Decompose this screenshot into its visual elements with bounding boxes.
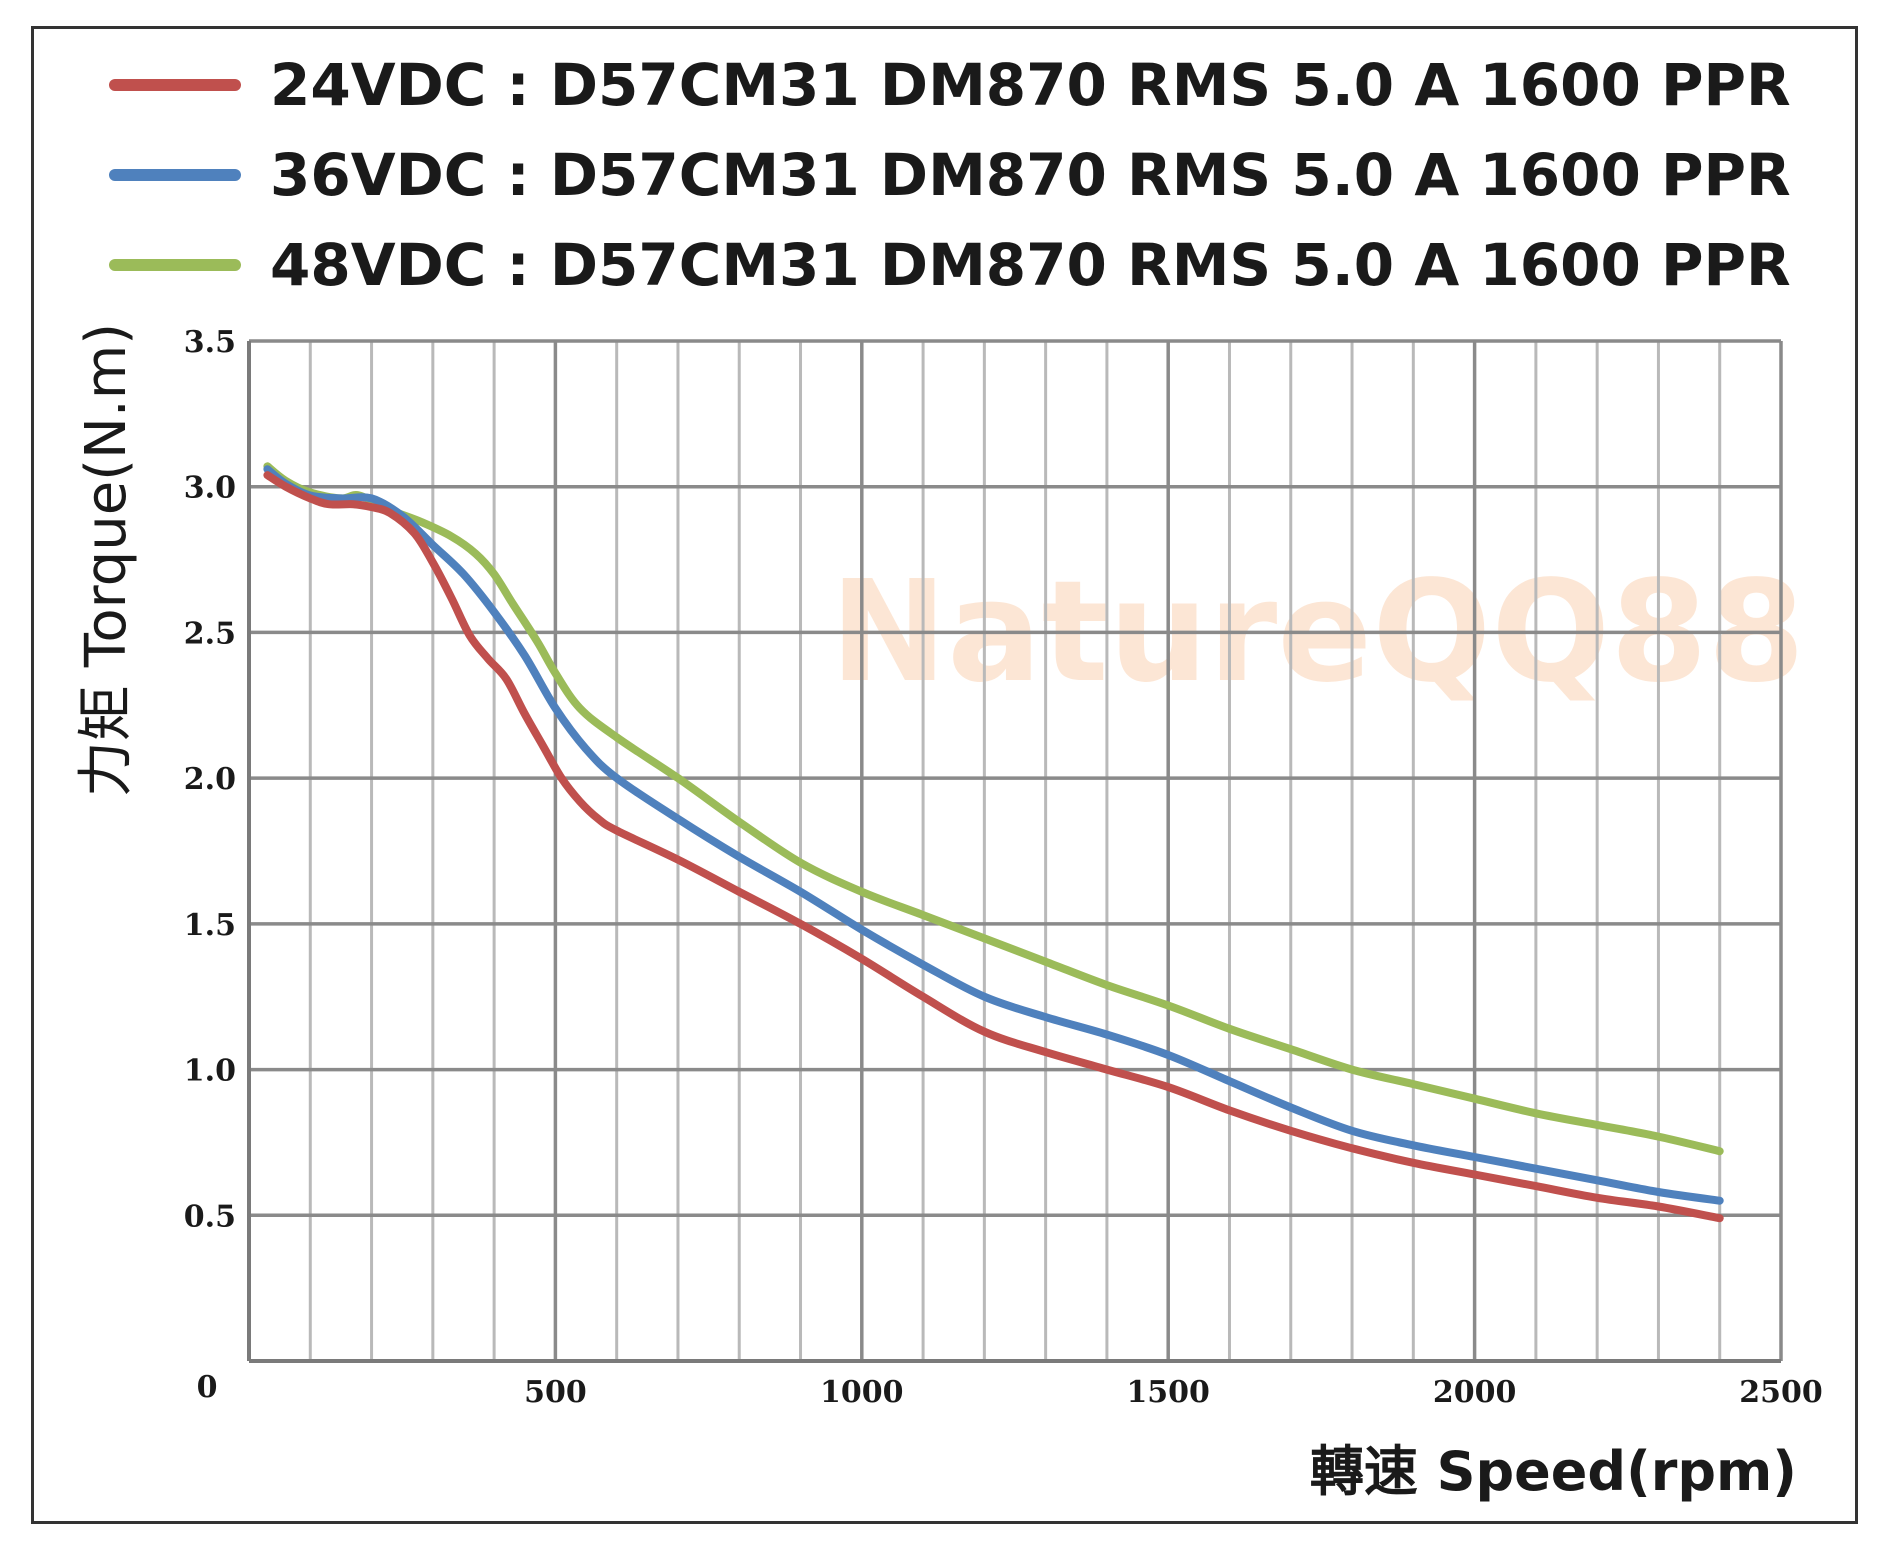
y-tick-label: 3.0 <box>184 471 236 506</box>
y-axis-title: 力矩 Torque(N.m) <box>74 323 139 797</box>
legend-label-1: 36VDC : D57CM31 DM870 RMS 5.0 A 1600 PPR <box>270 141 1791 209</box>
series-line-0 <box>263 471 1724 1223</box>
series-line-1 <box>263 465 1724 1205</box>
y-tick-label: 2.5 <box>184 616 236 651</box>
x-tick-label: 2500 <box>1739 1375 1823 1410</box>
legend: 24VDC : D57CM31 DM870 RMS 5.0 A 1600 PPR… <box>109 51 1791 299</box>
y-tick-label: 1.0 <box>184 1054 236 1089</box>
x-tick-label: 1000 <box>820 1375 904 1410</box>
y-tick-label: 1.5 <box>184 908 236 943</box>
y-tick-label: 2.0 <box>184 762 236 797</box>
legend-label-0: 24VDC : D57CM31 DM870 RMS 5.0 A 1600 PPR <box>270 51 1791 119</box>
grid-major <box>247 339 1783 1363</box>
x-axis-ticks: 0 500 1000 1500 2000 2500 <box>197 1370 1823 1410</box>
y-axis-ticks: 0.5 1.0 1.5 2.0 2.5 3.0 3.5 <box>184 325 236 1234</box>
y-tick-label: 0.5 <box>184 1199 236 1234</box>
x-tick-label: 1500 <box>1126 1375 1210 1410</box>
x-axis-title: 轉速 Speed(rpm) <box>1310 1440 1797 1503</box>
chart-frame <box>31 26 1858 1524</box>
legend-label-2: 48VDC : D57CM31 DM870 RMS 5.0 A 1600 PPR <box>270 231 1791 299</box>
x-tick-label: 2000 <box>1433 1375 1517 1410</box>
grid-minor <box>308 341 1722 1361</box>
series-lines <box>263 462 1724 1223</box>
x-tick-label: 500 <box>524 1375 587 1410</box>
x-tick-label: 0 <box>197 1370 218 1405</box>
y-tick-label: 3.5 <box>184 325 236 360</box>
